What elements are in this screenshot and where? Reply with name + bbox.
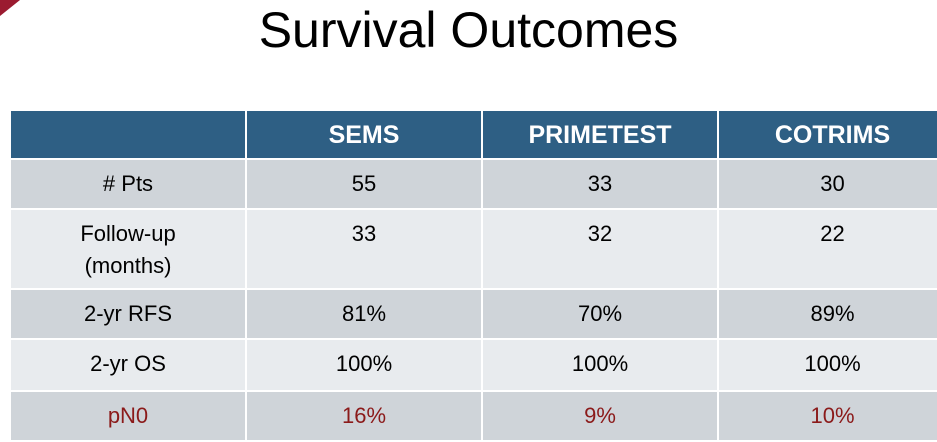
header-empty-cell bbox=[9, 109, 247, 160]
table-row-pn0: pN0 16% 9% 10% bbox=[9, 390, 937, 442]
cell-sems: 16% bbox=[245, 390, 483, 442]
cell-cotrims: 10% bbox=[717, 390, 937, 442]
table-row-rfs: 2-yr RFS 81% 70% 89% bbox=[9, 288, 937, 340]
cell-primetest: 33 bbox=[481, 158, 719, 210]
row-label: # Pts bbox=[9, 158, 247, 210]
row-label: 2-yr RFS bbox=[9, 288, 247, 340]
header-sems: SEMS bbox=[245, 109, 483, 160]
header-primetest: PRIMETEST bbox=[481, 109, 719, 160]
row-label-line1: Follow-up bbox=[80, 221, 176, 246]
table-row-pts: # Pts 55 33 30 bbox=[9, 158, 937, 210]
cell-cotrims: 22 bbox=[717, 208, 937, 290]
row-label: pN0 bbox=[9, 390, 247, 442]
table-row-os: 2-yr OS 100% 100% 100% bbox=[9, 338, 937, 392]
cell-primetest: 9% bbox=[481, 390, 719, 442]
survival-outcomes-table: SEMS PRIMETEST COTRIMS # Pts 55 33 30 Fo… bbox=[9, 109, 937, 442]
cell-primetest: 100% bbox=[481, 338, 719, 392]
cell-sems: 33 bbox=[245, 208, 483, 290]
cell-cotrims: 30 bbox=[717, 158, 937, 210]
table-header-row: SEMS PRIMETEST COTRIMS bbox=[9, 109, 937, 160]
cell-sems: 81% bbox=[245, 288, 483, 340]
corner-accent bbox=[0, 0, 20, 16]
row-label: 2-yr OS bbox=[9, 338, 247, 392]
table-row-follow-up: Follow-up (months) 33 32 22 bbox=[9, 208, 937, 290]
row-label-line2: (months) bbox=[84, 253, 172, 278]
header-cotrims: COTRIMS bbox=[717, 109, 937, 160]
cell-sems: 100% bbox=[245, 338, 483, 392]
cell-cotrims: 89% bbox=[717, 288, 937, 340]
row-label: Follow-up (months) bbox=[9, 208, 247, 290]
cell-primetest: 32 bbox=[481, 208, 719, 290]
cell-primetest: 70% bbox=[481, 288, 719, 340]
cell-sems: 55 bbox=[245, 158, 483, 210]
cell-cotrims: 100% bbox=[717, 338, 937, 392]
slide-title: Survival Outcomes bbox=[258, 2, 679, 58]
